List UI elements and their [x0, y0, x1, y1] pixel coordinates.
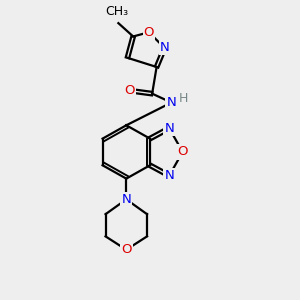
- Text: O: O: [125, 84, 135, 97]
- Text: O: O: [121, 243, 131, 256]
- Text: CH₃: CH₃: [105, 5, 128, 18]
- Text: N: N: [164, 169, 174, 182]
- Text: N: N: [160, 41, 170, 54]
- Text: H: H: [179, 92, 188, 106]
- Text: N: N: [167, 96, 176, 109]
- Text: N: N: [164, 122, 174, 135]
- Text: O: O: [177, 146, 188, 158]
- Text: N: N: [122, 193, 131, 206]
- Text: O: O: [144, 26, 154, 39]
